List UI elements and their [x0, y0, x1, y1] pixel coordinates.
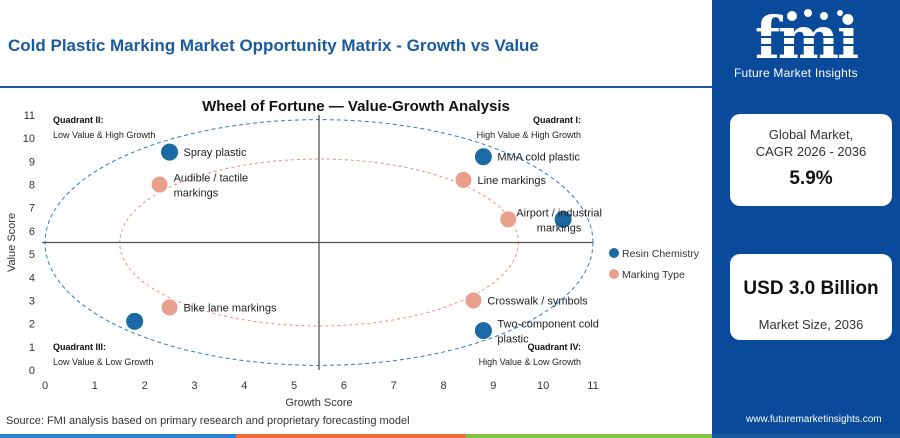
quadrant-title: Quadrant IV: [527, 342, 581, 352]
x-tick-label: 6 [341, 380, 347, 392]
x-tick-label: 7 [391, 380, 397, 392]
market-size-value: USD 3.0 Billion [743, 278, 879, 299]
page-title: Cold Plastic Marking Market Opportunity … [8, 36, 539, 55]
y-tick-label: 2 [29, 319, 35, 331]
quadrant-title: Quadrant III: [53, 342, 106, 352]
y-axis-label: Value Score [6, 213, 18, 272]
x-tick-label: 10 [537, 380, 549, 392]
cagr-card: Global Market, CAGR 2026 - 2036 5.9% [730, 114, 892, 206]
data-point [473, 147, 493, 167]
point-label: Bike lane markings [184, 302, 277, 314]
cagr-label: Global Market, CAGR 2026 - 2036 [755, 127, 867, 159]
chart-title: Wheel of Fortune — Value-Growth Analysis [202, 98, 510, 115]
data-point [454, 170, 473, 189]
data-point [464, 291, 483, 310]
point-label: Spray plastic [184, 147, 247, 159]
footer-band-4 [712, 434, 900, 438]
legend-label: Resin Chemistry [622, 248, 700, 260]
title-bar: Cold Plastic Marking Market Opportunity … [0, 0, 712, 88]
point-label: MMA cold plastic [497, 152, 580, 164]
x-tick-label: 8 [440, 380, 446, 392]
footer-band-3 [466, 434, 712, 438]
y-tick-label: 8 [29, 180, 35, 192]
legend-label: Marking Type [622, 269, 685, 281]
data-point [150, 175, 169, 194]
point-label: Line markings [477, 175, 546, 187]
y-tick-label: 7 [29, 203, 35, 215]
data-point [553, 209, 573, 229]
point-label: markings [537, 222, 582, 234]
x-axis-label: Growth Score [285, 397, 352, 409]
point-label: Audible / tactile [174, 173, 249, 185]
y-tick-label: 4 [29, 272, 35, 284]
x-tick-label: 3 [191, 380, 197, 392]
footer-band-2 [236, 434, 466, 438]
point-label: markings [174, 188, 219, 200]
data-point [473, 321, 493, 341]
x-tick-label: 1 [92, 380, 98, 392]
fmi-logo-icon: fmi [752, 4, 860, 72]
data-point [160, 298, 179, 317]
y-tick-label: 10 [23, 133, 35, 145]
quadrant-title: Quadrant II: [53, 115, 104, 125]
x-tick-label: 0 [42, 380, 48, 392]
y-tick-label: 11 [24, 110, 35, 122]
x-tick-label: 4 [241, 380, 247, 392]
data-point [499, 210, 518, 229]
market-size-label: Market Size, 2036 [758, 317, 864, 332]
cagr-value: 5.9% [789, 168, 833, 189]
quadrant-subtitle: High Value & High Growth [477, 130, 581, 140]
plot-area: 0 1 2 3 4 5 6 7 8 9 10 11 0 1 2 3 4 5 6 7 8 9 10 11 Growth Score… [6, 110, 700, 409]
legend-marker [609, 248, 619, 258]
data-point [125, 311, 145, 331]
y-tick-label: 5 [29, 249, 35, 261]
brand-name: Future Market Insights [734, 66, 858, 80]
point-label: Crosswalk / symbols [487, 295, 588, 307]
x-tick-label: 9 [490, 380, 496, 392]
data-point [160, 142, 180, 162]
y-tick-label: 1 [29, 342, 35, 354]
y-tick-label: 9 [29, 156, 35, 168]
quadrant-subtitle: High Value & Low Growth [479, 357, 581, 367]
quadrant-subtitle: Low Value & High Growth [53, 130, 155, 140]
y-tick-label: 0 [29, 365, 35, 377]
opportunity-matrix-chart: Wheel of Fortune — Value-Growth Analysis… [6, 98, 700, 409]
y-tick-label: 6 [29, 226, 35, 238]
source-note: Source: FMI analysis based on primary re… [6, 415, 410, 427]
y-tick-label: 3 [29, 295, 35, 307]
legend-marker [609, 269, 619, 279]
brand-sidebar: fmi Future Market Insights Global Market… [712, 0, 900, 438]
x-tick-label: 5 [291, 380, 297, 392]
website-link[interactable]: www.futuremarketinsights.com [746, 414, 882, 425]
point-label: Airport / industrial [516, 207, 602, 219]
title-divider [0, 86, 712, 88]
footer-band-1 [0, 434, 236, 438]
point-label: plastic [497, 334, 529, 346]
quadrant-subtitle: Low Value & Low Growth [53, 357, 153, 367]
x-tick-label: 2 [142, 380, 148, 392]
x-tick-label: 11 [587, 380, 598, 392]
market-size-card: USD 3.0 Billion Market Size, 2036 [730, 254, 892, 340]
point-label: Two-component cold [497, 319, 599, 331]
quadrant-title: Quadrant I: [533, 115, 581, 125]
